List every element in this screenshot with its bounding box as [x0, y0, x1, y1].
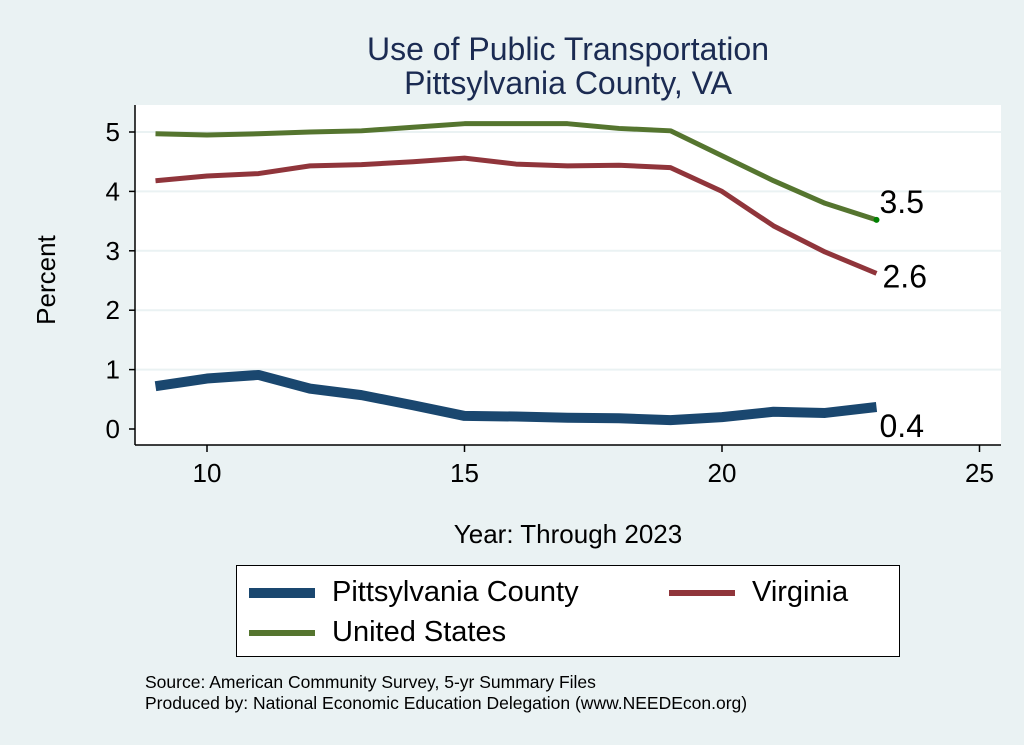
legend-label: Pittsylvania County [332, 576, 579, 608]
end-labels: 0.4 2.6 3.5 [880, 184, 927, 444]
legend-label: Virginia [752, 576, 849, 608]
y-tick-label: 3 [106, 236, 120, 266]
line-chart: 0 1 2 3 4 5 10 15 20 25 0.4 2.6 3.5 Use of Public T… [31, 31, 1001, 549]
series-line-united-states [155, 121, 878, 223]
y-tick-label: 2 [106, 295, 120, 325]
x-tick-label: 15 [450, 458, 479, 488]
end-point-marker [873, 216, 880, 223]
y-tick-label: 0 [106, 414, 120, 444]
end-label: 3.5 [880, 184, 924, 220]
legend-swatch [249, 587, 315, 598]
x-tick-label: 25 [965, 458, 994, 488]
legend-swatch [669, 589, 735, 596]
series-line-pittsylvania-county [154, 369, 878, 426]
produced-by-note: Produced by: National Economic Education… [145, 693, 748, 713]
x-axis-label: Year: Through 2023 [454, 519, 682, 549]
series-line-virginia [155, 155, 878, 276]
chart-title: Use of Public Transportation [367, 31, 769, 67]
legend: Pittsylvania County Virginia United Stat… [236, 565, 900, 657]
legend-item-pittsylvania: Pittsylvania County [249, 576, 579, 609]
legend-label: United States [332, 616, 507, 648]
legend-item-virginia: Virginia [669, 576, 848, 609]
axes: 0 1 2 3 4 5 10 15 20 25 [106, 105, 1001, 488]
end-label: 0.4 [880, 408, 924, 444]
footer-notes: Source: American Community Survey, 5-yr … [145, 672, 747, 714]
legend-item-united-states: United States [249, 616, 506, 649]
chart-subtitle: Pittsylvania County, VA [404, 65, 733, 101]
y-tick-label: 5 [106, 117, 120, 147]
source-note: Source: American Community Survey, 5-yr … [145, 672, 596, 692]
x-tick-label: 10 [193, 458, 222, 488]
series-lines [154, 121, 880, 426]
y-tick-label: 4 [106, 176, 120, 206]
legend-swatch [249, 629, 315, 636]
x-tick-label: 20 [708, 458, 737, 488]
y-axis-label: Percent [31, 234, 61, 324]
plot-area [135, 105, 1001, 445]
end-label: 2.6 [883, 258, 927, 294]
y-tick-label: 1 [106, 355, 120, 385]
